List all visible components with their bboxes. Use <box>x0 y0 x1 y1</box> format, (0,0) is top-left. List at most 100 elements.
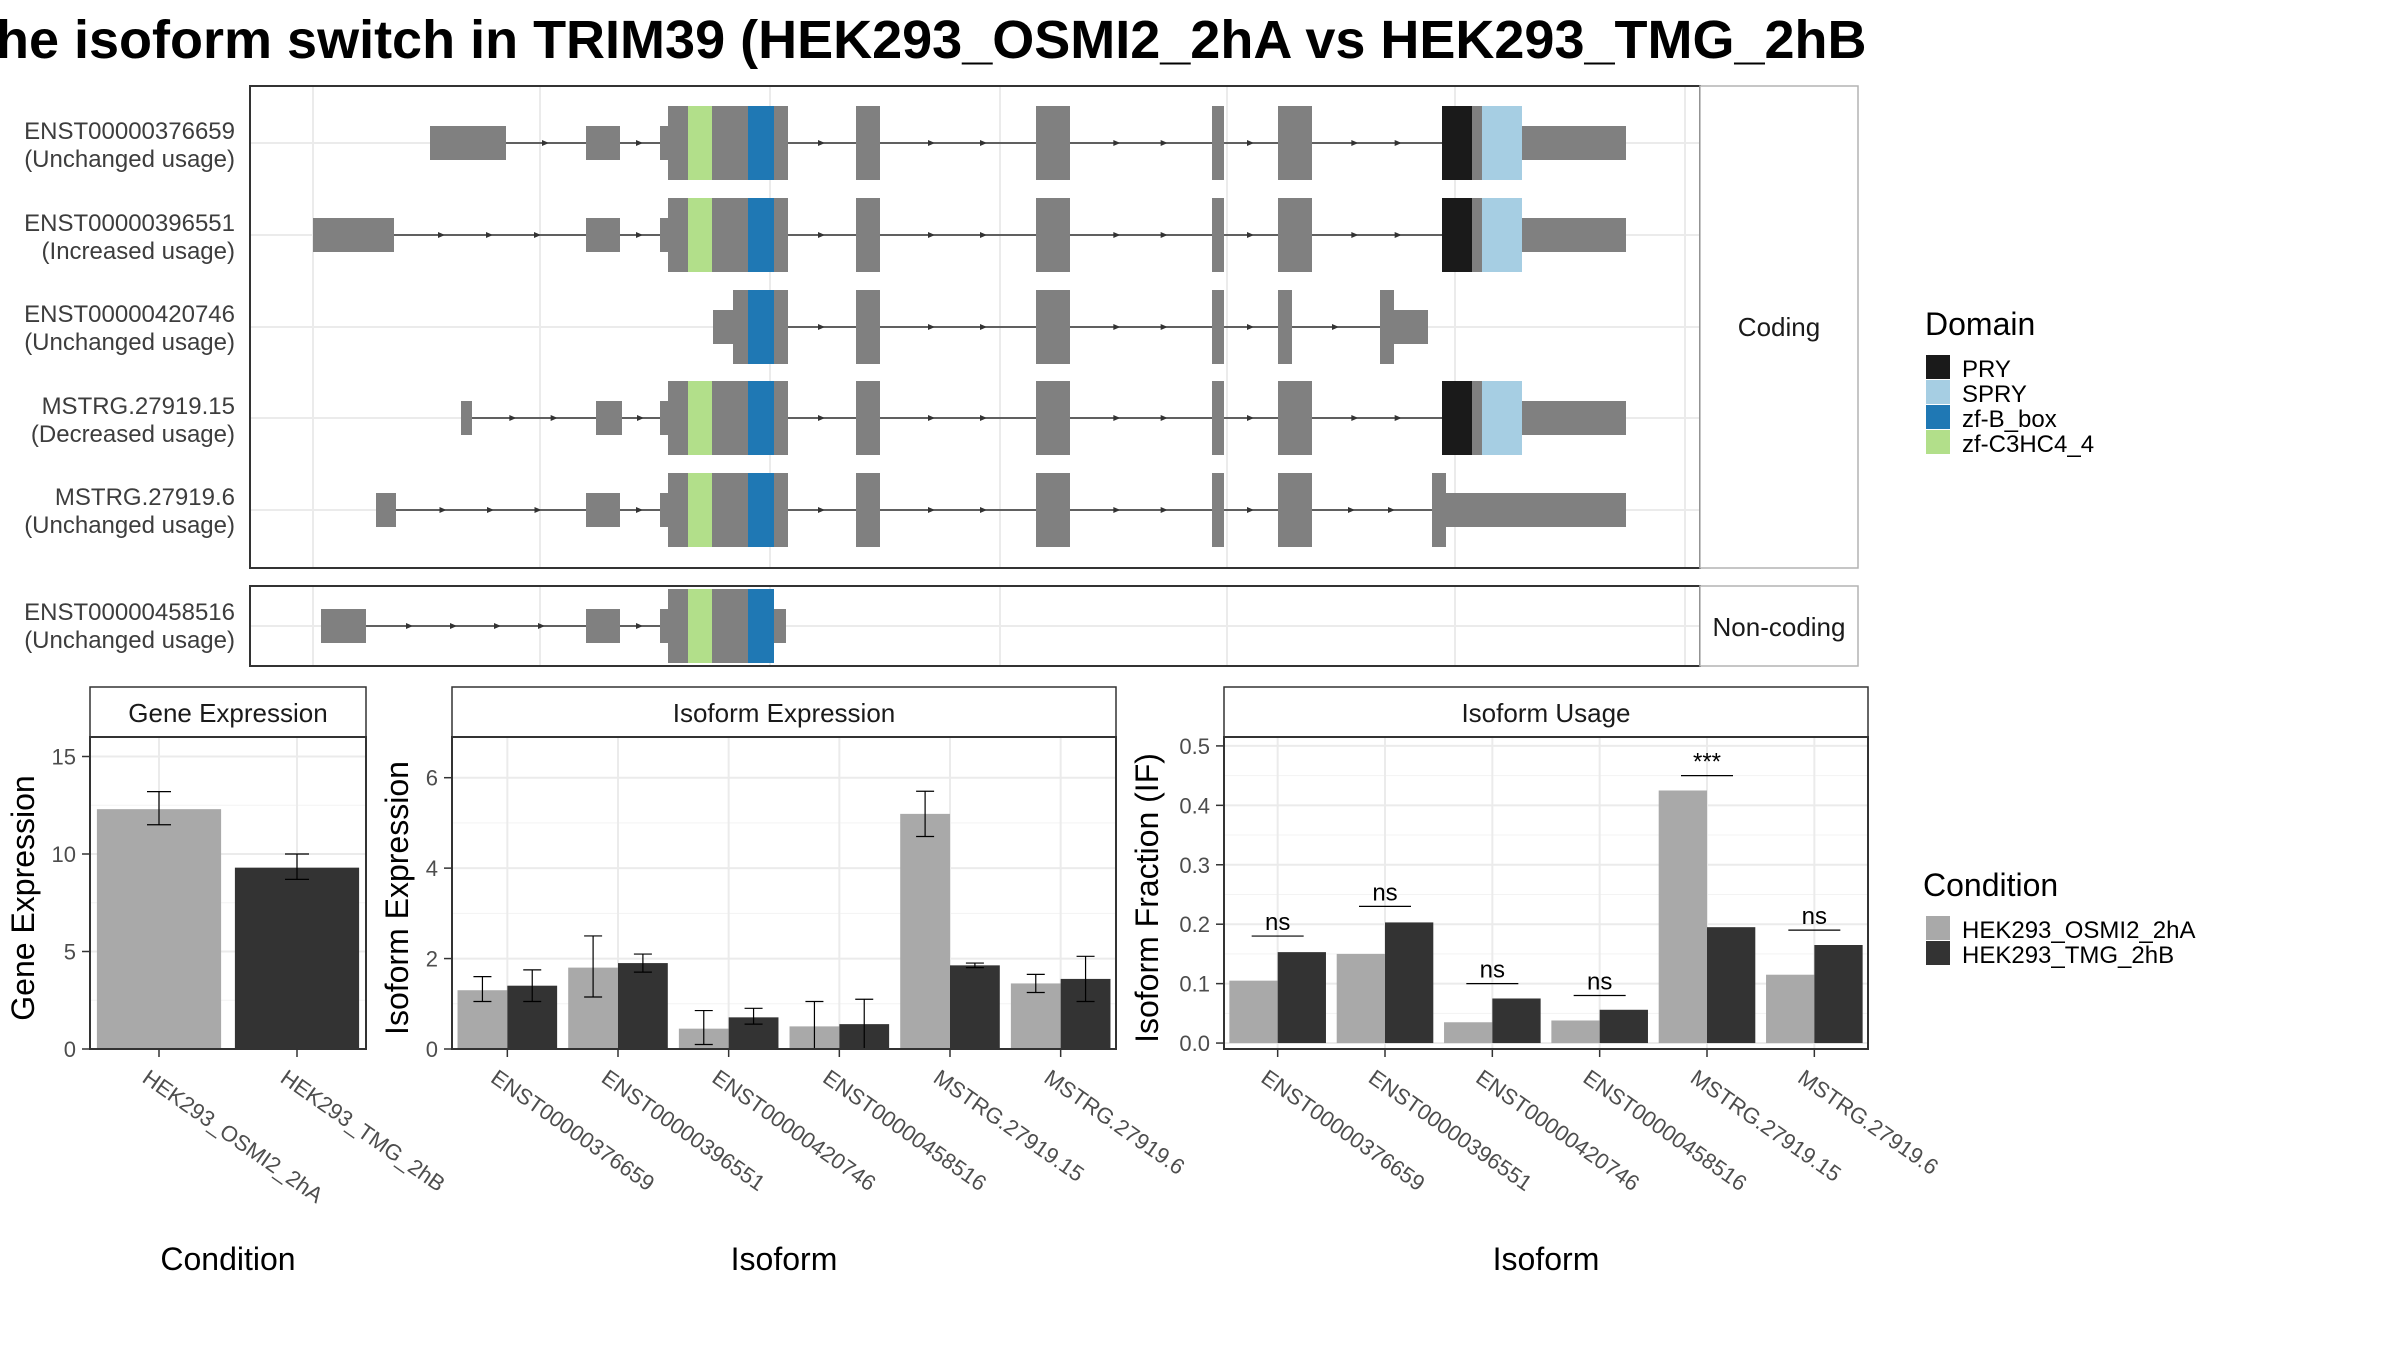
y-tick-label: 0.4 <box>1179 793 1210 818</box>
y-tick-label: 4 <box>426 856 438 881</box>
legend-item: PRY <box>1962 356 2011 383</box>
intron-arrow <box>1247 324 1254 330</box>
exon-block <box>668 473 688 547</box>
exon-block <box>1380 290 1394 364</box>
y-tick-label: 0.2 <box>1179 912 1210 937</box>
exon-block <box>1278 473 1312 547</box>
exon-utr <box>1522 401 1626 435</box>
exon-block <box>1278 290 1292 364</box>
intron-arrow <box>494 623 501 629</box>
exon-utr <box>596 401 622 435</box>
domain-legend-title: Domain <box>1925 306 2035 342</box>
exon-block <box>1212 381 1224 455</box>
exon-block <box>856 381 880 455</box>
coding-strip <box>1699 85 1859 569</box>
intron-arrow <box>980 232 987 238</box>
exon-block <box>668 198 688 272</box>
domain-pry <box>1442 106 1472 180</box>
exon-block <box>733 290 748 364</box>
isoform-label-id: MSTRG.27919.6 <box>55 484 235 511</box>
plot-background <box>1224 737 1868 1049</box>
isoform-label-usage: (Decreased usage) <box>31 421 235 448</box>
intron-arrow <box>1351 415 1359 421</box>
intron-arrow <box>438 232 445 238</box>
domain-zf-b-box <box>748 198 774 272</box>
exon-block <box>1212 290 1224 364</box>
panel-border <box>89 736 367 1050</box>
exon-utr <box>1394 310 1428 344</box>
intron-arrow <box>980 140 987 146</box>
bar <box>1658 790 1707 1044</box>
exon-utr <box>1446 493 1626 527</box>
exon-block <box>774 290 788 364</box>
exon-utr <box>321 609 366 643</box>
exon-block <box>660 609 668 643</box>
legend-item: zf-C3HC4_4 <box>1962 431 2094 458</box>
intron-arrow <box>980 415 987 421</box>
exon-block <box>1432 473 1446 547</box>
significance-label: ns <box>1587 969 1612 996</box>
intron-arrow <box>637 415 644 421</box>
intron-arrow <box>1394 232 1402 238</box>
isoform-expression-panel: Isoform Expression 0246ENST00000376659EN… <box>379 686 1189 1277</box>
isoform-label-id: ENST00000376659 <box>24 118 235 145</box>
intron-arrow <box>1388 507 1395 513</box>
noncoding-strip <box>1699 585 1859 667</box>
domain-pry <box>1442 198 1472 272</box>
legend-swatch <box>1926 941 1950 965</box>
intron-arrow <box>538 623 545 629</box>
intron-arrow <box>487 507 494 513</box>
exon-block <box>660 218 668 252</box>
intron-arrow <box>636 507 643 513</box>
transcript-mstrg-27919-15 <box>461 381 1626 455</box>
noncoding-strip-label: Non-coding <box>1713 612 1846 642</box>
exon-block <box>774 381 788 455</box>
domain-zf-c3hc4-4 <box>688 381 712 455</box>
structure-noncoding-panel: Non-coding <box>249 585 1859 667</box>
isoform-label-usage: (Unchanged usage) <box>24 512 235 539</box>
exon-block <box>1212 106 1224 180</box>
significance-label: ns <box>1265 909 1290 936</box>
isoform-label-usage: (Unchanged usage) <box>24 627 235 654</box>
domain-spry <box>1482 381 1522 455</box>
exon-block <box>1036 290 1070 364</box>
intron-arrow <box>1113 415 1121 421</box>
significance-label: ns <box>1802 903 1827 930</box>
domain-zf-b-box <box>748 106 774 180</box>
intron-arrow <box>1160 324 1168 330</box>
bar <box>1492 998 1541 1044</box>
intron-arrow <box>1113 232 1121 238</box>
exon-utr <box>430 126 506 160</box>
y-tick-label: 0.0 <box>1179 1031 1210 1056</box>
legend-swatch <box>1926 405 1950 429</box>
bar <box>1229 980 1278 1044</box>
legend-item: HEK293_OSMI2_2hA <box>1962 917 2195 944</box>
intron-arrow <box>928 507 935 513</box>
condition-legend: Condition HEK293_OSMI2_2hA HEK293_TMG_2h… <box>1923 867 2195 969</box>
y-tick-label: 10 <box>52 842 76 867</box>
bar <box>1766 974 1815 1044</box>
intron-arrow <box>928 415 935 421</box>
exon-block <box>1036 198 1070 272</box>
panel-strip <box>1223 686 1869 738</box>
exon-block <box>856 198 880 272</box>
y-tick-label: 0 <box>64 1037 76 1062</box>
isoform-label-id: ENST00000420746 <box>24 301 235 328</box>
bar <box>1444 1022 1493 1044</box>
transcript-enst00000458516 <box>321 589 786 663</box>
exon-utr <box>586 218 620 252</box>
exon-block <box>668 106 688 180</box>
intron-arrow <box>1351 232 1359 238</box>
significance-label: *** <box>1693 749 1721 776</box>
exon-block <box>1278 381 1312 455</box>
significance-label: ns <box>1372 879 1397 906</box>
legend-swatch <box>1926 355 1950 379</box>
exon-utr <box>586 493 620 527</box>
intron-arrow <box>450 623 457 629</box>
legend-swatch <box>1926 380 1950 404</box>
transcript-enst00000420746 <box>713 290 1428 364</box>
exon-utr <box>461 401 472 435</box>
noncoding-transcripts <box>321 589 786 663</box>
panel-strip <box>451 686 1117 738</box>
